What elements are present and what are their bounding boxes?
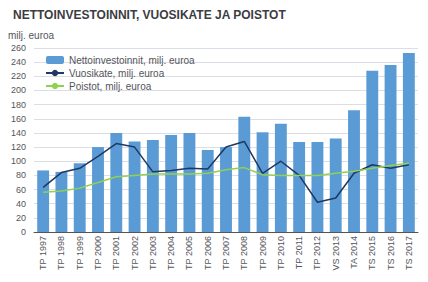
svg-text:260: 260 — [11, 43, 26, 53]
svg-text:60: 60 — [16, 185, 26, 195]
svg-text:TP 2004: TP 2004 — [166, 236, 176, 270]
svg-text:40: 40 — [16, 199, 26, 209]
svg-text:TP 2002: TP 2002 — [130, 236, 140, 270]
svg-text:TP 2003: TP 2003 — [148, 236, 158, 270]
svg-text:TP 2010: TP 2010 — [276, 236, 286, 270]
svg-text:TP 2007: TP 2007 — [221, 236, 231, 270]
svg-text:TP 2011: TP 2011 — [294, 236, 304, 269]
svg-text:VS 2013: VS 2013 — [331, 236, 341, 271]
svg-text:TP 2001: TP 2001 — [111, 236, 121, 270]
svg-text:120: 120 — [11, 142, 26, 152]
svg-text:TP 2006: TP 2006 — [203, 236, 213, 270]
svg-text:TP 1997: TP 1997 — [38, 236, 48, 270]
svg-text:TP 2008: TP 2008 — [239, 236, 249, 270]
svg-text:Vuosikate, milj. euroa: Vuosikate, milj. euroa — [69, 68, 165, 79]
svg-text:100: 100 — [11, 156, 26, 166]
svg-text:160: 160 — [11, 114, 26, 124]
svg-text:TS 2016: TS 2016 — [386, 236, 396, 270]
svg-text:TS 2015: TS 2015 — [367, 236, 377, 270]
svg-text:180: 180 — [11, 100, 26, 110]
svg-text:TP 1999: TP 1999 — [75, 236, 85, 270]
svg-text:NETTOINVESTOINNIT, VUOSIKATE J: NETTOINVESTOINNIT, VUOSIKATE JA POISTOT — [13, 8, 286, 22]
svg-text:220: 220 — [11, 71, 26, 81]
svg-text:milj. euroa: milj. euroa — [8, 30, 55, 41]
svg-text:TA 2014: TA 2014 — [349, 236, 359, 269]
svg-text:TP 1998: TP 1998 — [56, 236, 66, 270]
svg-text:140: 140 — [11, 128, 26, 138]
svg-text:TP 2000: TP 2000 — [93, 236, 103, 270]
svg-text:Poistot, milj. euroa: Poistot, milj. euroa — [69, 81, 152, 92]
svg-text:80: 80 — [16, 170, 26, 180]
svg-text:TS 2017: TS 2017 — [404, 236, 414, 270]
svg-text:Nettoinvestoinnit, milj. euroa: Nettoinvestoinnit, milj. euroa — [69, 55, 195, 66]
svg-text:20: 20 — [16, 213, 26, 223]
svg-text:0: 0 — [21, 227, 26, 237]
svg-text:240: 240 — [11, 57, 26, 67]
svg-text:200: 200 — [11, 85, 26, 95]
svg-text:TP 2005: TP 2005 — [184, 236, 194, 270]
svg-text:TP 2009: TP 2009 — [258, 236, 268, 270]
svg-text:TP 2012: TP 2012 — [312, 236, 322, 270]
